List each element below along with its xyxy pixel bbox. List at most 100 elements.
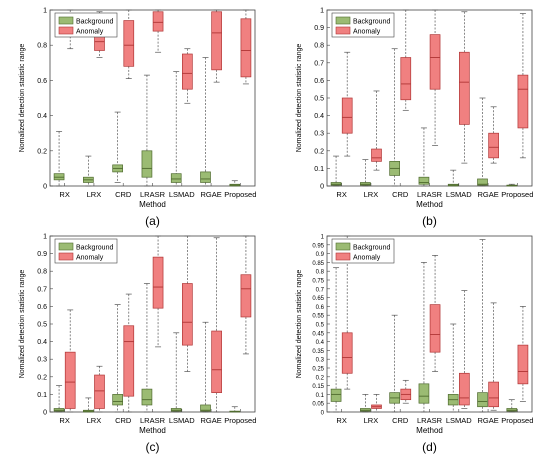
x-tick-label: LRASR	[140, 416, 166, 425]
panel-label: (d)	[422, 440, 437, 454]
box-iqr	[240, 18, 252, 78]
y-tick-label: 0.05	[312, 402, 324, 408]
box-background-lsmad	[447, 323, 459, 413]
box-background-rx	[53, 385, 65, 413]
box-anomaly-lrasr	[429, 255, 441, 372]
box-iqr	[141, 150, 153, 178]
x-tick-label: RX	[59, 416, 69, 425]
legend-label-background: Background	[353, 19, 390, 26]
box-iqr	[170, 173, 182, 183]
legend-swatch-anomaly	[335, 26, 351, 35]
y-tick-label: 0.4	[314, 113, 324, 120]
x-tick-label: RX	[59, 190, 69, 199]
legend-swatch-anomaly	[58, 26, 74, 35]
box-background-crd	[112, 304, 123, 413]
x-tick-label: RGAE	[477, 416, 498, 425]
x-tick-label: LSMAD	[169, 190, 195, 199]
box-background-lrx	[83, 397, 94, 413]
box-background-proposed	[229, 406, 241, 413]
y-tick-label: 0.3	[316, 358, 325, 364]
x-axis-title: Method	[139, 200, 166, 209]
x-tick-label: LRX	[87, 416, 102, 425]
box-anomaly-lrx	[94, 365, 105, 413]
y-tick-label: 0.2	[314, 148, 324, 155]
box-iqr	[94, 374, 105, 409]
legend-swatch-background	[335, 242, 351, 251]
y-tick-label: 0.1	[316, 393, 325, 399]
y-tick-label: 0.45	[312, 331, 324, 337]
box-iqr	[517, 344, 529, 385]
y-tick-label: 0.4	[316, 340, 325, 346]
series-background	[53, 57, 241, 187]
legend-swatch-anomaly	[335, 252, 351, 261]
box-iqr	[418, 176, 430, 185]
legend: Background Anomaly	[331, 12, 395, 38]
box-anomaly-rx	[341, 235, 353, 390]
y-tick-label: 0.35	[312, 349, 324, 355]
y-tick-label: 0.8	[316, 270, 325, 276]
box-iqr	[141, 388, 153, 406]
y-tick-label: 0.7	[37, 286, 47, 293]
box-iqr	[200, 171, 211, 183]
box-anomaly-crd	[400, 9, 412, 111]
x-tick-label: Proposed	[501, 416, 533, 425]
box-anomaly-proposed	[517, 13, 529, 159]
box-anomaly-lrasr	[152, 235, 164, 348]
box-iqr	[418, 383, 430, 404]
y-axis-title: Nomalized detection statistic range	[296, 44, 303, 153]
x-tick-label: Proposed	[224, 190, 256, 199]
box-iqr	[200, 404, 211, 412]
box-background-proposed	[506, 399, 518, 413]
box-iqr	[341, 332, 353, 374]
y-tick-label: 1	[321, 235, 325, 241]
box-anomaly-crd	[123, 293, 135, 413]
y-tick-label: 0.8	[37, 269, 47, 276]
box-iqr	[371, 148, 382, 162]
y-tick-label: 0.6	[37, 304, 47, 311]
y-axis-title: Nomalized detection statistic range	[19, 270, 26, 379]
legend: Background Anomaly	[54, 238, 118, 264]
box-background-rgae	[477, 97, 488, 187]
y-tick-label: 0.6	[314, 78, 324, 85]
x-tick-label: RGAE	[477, 190, 498, 199]
y-tick-label: 0.1	[37, 392, 47, 399]
y-tick-label: 0.1	[314, 166, 324, 173]
x-tick-label: Proposed	[224, 416, 256, 425]
legend-label-anomaly: Anomaly	[353, 29, 381, 36]
y-tick-label: 0.95	[312, 243, 324, 249]
box-background-lsmad	[170, 332, 182, 413]
panel-label: (b)	[422, 214, 437, 228]
x-tick-label: RGAE	[200, 190, 221, 199]
series-anomaly	[341, 9, 529, 171]
box-background-crd	[389, 314, 400, 413]
box-iqr	[488, 132, 499, 159]
box-iqr	[429, 34, 441, 90]
legend-label-background: Background	[353, 245, 390, 252]
y-axis-title: Nomalized detection statistic range	[296, 270, 303, 379]
y-tick-label: 0.2	[316, 375, 325, 381]
chart-panel-a: 0 0.2 0.4 0.6 0.8 1 Nomalized detection statis…	[19, 8, 256, 229]
series-anomaly	[341, 235, 529, 413]
box-iqr	[152, 11, 164, 32]
x-tick-label: CRD	[115, 416, 132, 425]
legend-swatch-anomaly	[58, 252, 74, 261]
box-background-rx	[330, 267, 342, 413]
legend-label-anomaly: Anomaly	[353, 255, 381, 262]
box-anomaly-crd	[123, 9, 135, 79]
y-axis: 0 0.1 0.2 0.3 0.4 0.5 0.6 0.7 0.8 0.9 1 Nomalized d…	[296, 8, 330, 191]
box-background-rgae	[200, 321, 211, 413]
y-tick-label: 0.8	[37, 43, 47, 50]
x-axis-title: Method	[416, 200, 443, 209]
box-anomaly-proposed	[240, 235, 252, 355]
box-iqr	[64, 351, 76, 409]
box-background-lrx	[360, 159, 371, 187]
box-background-lrx	[360, 394, 371, 413]
y-tick-label: 1	[43, 234, 47, 241]
box-iqr	[123, 20, 135, 67]
x-axis: RX LRX CRD LRASR LSMAD RGAE Proposed Method	[336, 409, 533, 435]
box-anomaly-rx	[341, 51, 353, 157]
panel-label: (c)	[146, 440, 160, 454]
legend-swatch-background	[335, 16, 351, 25]
x-tick-label: LRX	[364, 416, 379, 425]
x-tick-label: LRX	[364, 190, 379, 199]
